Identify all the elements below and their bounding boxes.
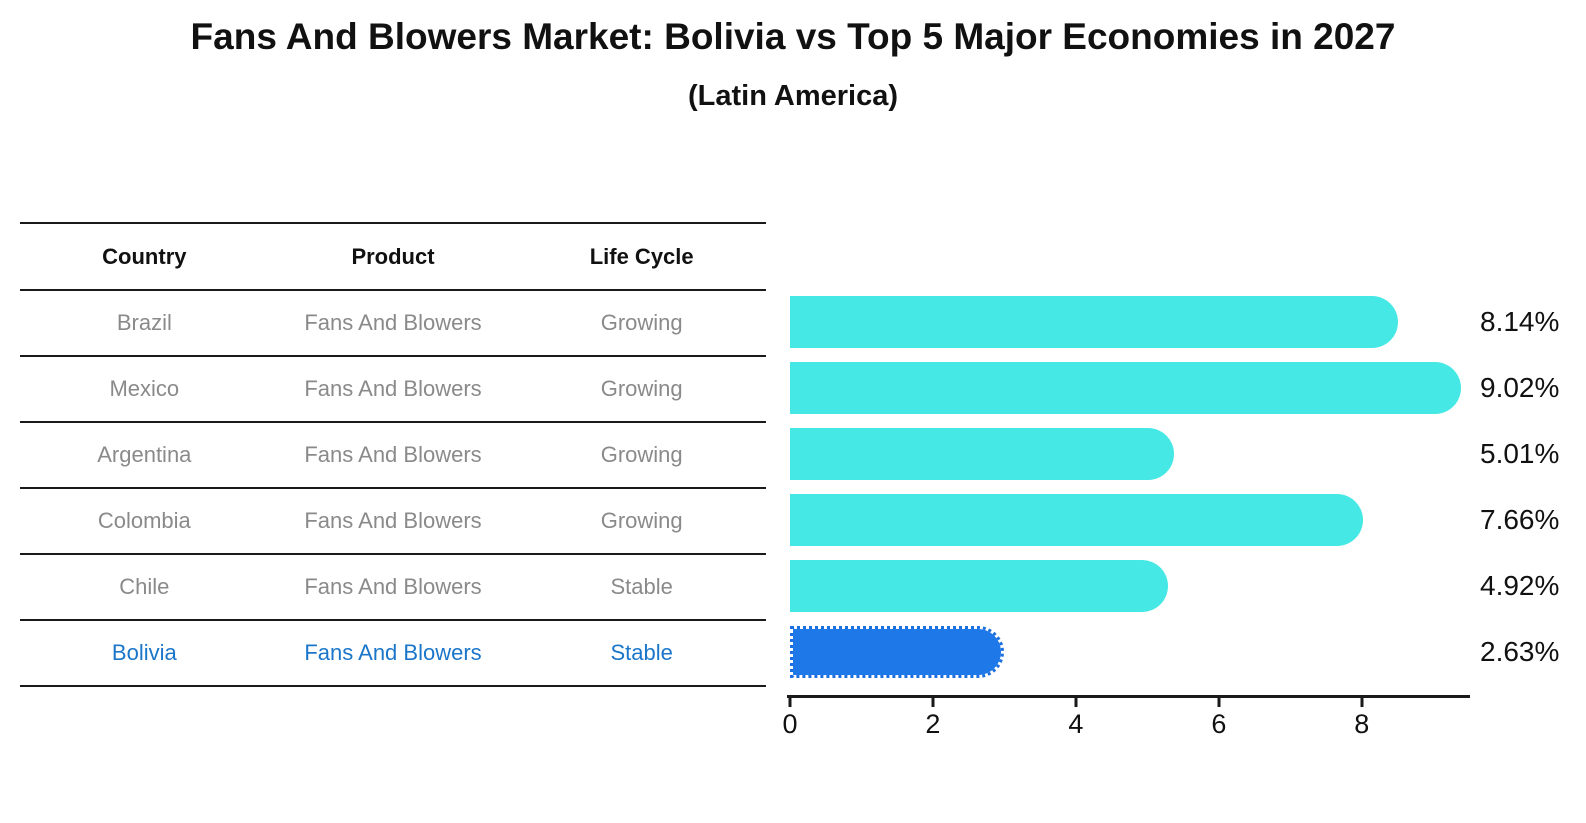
cell-lifecycle: Growing: [600, 508, 683, 533]
cell-product: Fans And Blowers: [304, 310, 482, 335]
x-axis-tick-label: 2: [925, 709, 941, 739]
column-header-lifecycle: Life Cycle: [589, 243, 694, 269]
chart-subtitle: (Latin America): [687, 80, 899, 112]
table-row-colombia: Colombia Fans And Blowers Growing: [20, 489, 766, 555]
x-axis-tick: [1360, 698, 1364, 707]
cell-product: Fans And Blowers: [304, 442, 482, 467]
x-axis-tick-label: 6: [1211, 709, 1227, 739]
cell-country: Mexico: [109, 376, 180, 401]
x-axis-tick: [1217, 698, 1221, 707]
value-label-bolivia: 2.63%: [1480, 636, 1560, 667]
cell-lifecycle: Stable: [610, 574, 673, 599]
x-axis-tick: [788, 698, 792, 707]
bar-colombia: [790, 494, 1364, 546]
cell-lifecycle: Growing: [600, 376, 683, 401]
bar-brazil: [790, 296, 1398, 348]
bar-mexico: [790, 362, 1461, 414]
cell-country: Brazil: [116, 310, 172, 335]
bar-plot: 0 2 4 6 8: [782, 296, 1470, 756]
table-row-bolivia: Bolivia Fans And Blowers Stable: [20, 621, 766, 687]
country-table: Country Product Life Cycle Brazil Fans A…: [20, 222, 766, 687]
cell-lifecycle: Growing: [600, 442, 683, 467]
bar-chile: [790, 560, 1168, 612]
bar-bolivia: [790, 626, 1004, 678]
column-header-product: Product: [351, 243, 435, 269]
value-label-argentina: 5.01%: [1480, 438, 1560, 469]
x-axis-line: [787, 695, 1470, 698]
x-axis-tick-label: 4: [1068, 709, 1084, 739]
table-row-mexico: Mexico Fans And Blowers Growing: [20, 357, 766, 423]
value-label-colombia: 7.66%: [1480, 504, 1560, 535]
column-header-country: Country: [102, 243, 187, 269]
cell-product: Fans And Blowers: [304, 574, 482, 599]
x-axis-tick-label: 8: [1354, 709, 1370, 739]
cell-country: Bolivia: [111, 640, 177, 665]
table-row-argentina: Argentina Fans And Blowers Growing: [20, 423, 766, 489]
x-axis-tick-label: 0: [782, 709, 798, 739]
cell-country: Chile: [119, 574, 170, 599]
table-row-chile: Chile Fans And Blowers Stable: [20, 555, 766, 621]
cell-country: Argentina: [97, 442, 192, 467]
table-header-row: Country Product Life Cycle: [20, 224, 766, 291]
cell-product: Fans And Blowers: [304, 640, 482, 665]
cell-product: Fans And Blowers: [304, 508, 482, 533]
cell-country: Colombia: [97, 508, 191, 533]
x-axis-tick: [931, 698, 935, 707]
cell-lifecycle: Growing: [600, 310, 683, 335]
table-row-brazil: Brazil Fans And Blowers Growing: [20, 291, 766, 357]
cell-product: Fans And Blowers: [304, 376, 482, 401]
value-label-mexico: 9.02%: [1480, 372, 1560, 403]
value-label-chile: 4.92%: [1480, 570, 1560, 601]
x-axis-tick: [1074, 698, 1078, 707]
value-label-brazil: 8.14%: [1480, 306, 1560, 337]
chart-title: Fans And Blowers Market: Bolivia vs Top …: [190, 16, 1396, 57]
bar-argentina: [790, 428, 1175, 480]
cell-lifecycle: Stable: [610, 640, 673, 665]
